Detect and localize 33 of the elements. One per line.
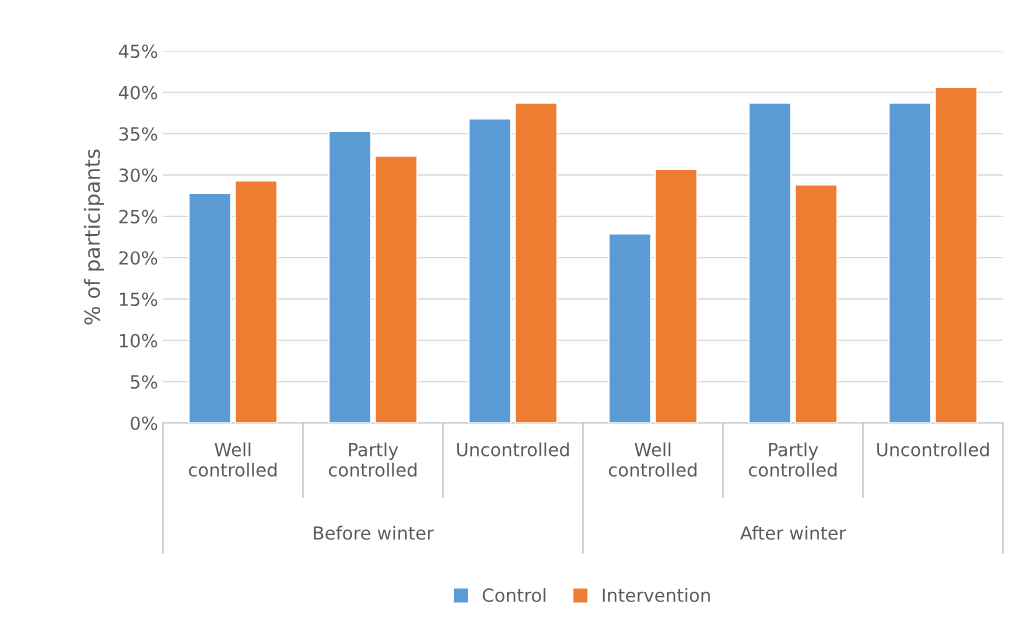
y-tick-label: 35% — [119, 127, 158, 141]
x-tick-label: Uncontrolled — [457, 442, 569, 457]
y-axis-title: % of participants — [83, 149, 105, 325]
bar — [934, 86, 978, 423]
x-tick-label: Uncontrolled — [877, 442, 989, 457]
bar — [888, 102, 932, 423]
y-tick-label: 5% — [130, 375, 158, 389]
bar — [514, 102, 558, 423]
text: Before winter — [313, 525, 434, 540]
legend-label: Intervention — [602, 588, 710, 603]
y-tick-label: 25% — [119, 209, 158, 224]
bar — [328, 130, 372, 423]
bar — [188, 192, 232, 423]
y-tick-label: 10% — [119, 333, 158, 348]
y-tick-label: 30% — [119, 168, 158, 183]
text: After winter — [740, 525, 846, 540]
y-tick-label: 15% — [119, 292, 158, 307]
y-tick-label: 40% — [118, 85, 158, 100]
x-tick-label: Partly controlled — [748, 442, 837, 477]
bar — [234, 180, 278, 423]
y-tick-label: 45% — [118, 44, 158, 59]
y-tick-label: 0% — [130, 416, 158, 431]
x-tick-label: Well controlled — [608, 442, 697, 477]
bar — [748, 102, 792, 423]
y-tick-label: 20% — [119, 251, 158, 265]
legend-label: Control — [482, 588, 546, 603]
bar — [794, 184, 838, 423]
x-tick-label: Partly controlled — [328, 442, 417, 477]
bar — [468, 118, 512, 423]
bar — [608, 232, 652, 423]
bar — [654, 168, 698, 423]
bar — [374, 155, 418, 423]
x-tick-label: Well controlled — [188, 442, 277, 477]
